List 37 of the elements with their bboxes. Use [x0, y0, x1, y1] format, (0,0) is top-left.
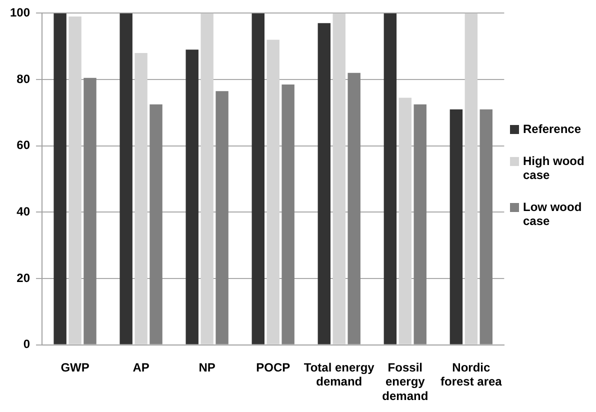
bar — [150, 104, 162, 344]
y-tick-label: 0 — [23, 337, 30, 352]
bar — [252, 13, 264, 344]
bar — [384, 13, 397, 344]
legend-label: Reference — [523, 122, 582, 136]
bar — [464, 13, 478, 344]
x-tick-label: NP — [198, 360, 216, 374]
bar — [348, 72, 360, 344]
bar — [216, 91, 228, 344]
legend-label: Low wood case — [523, 200, 583, 228]
bar — [414, 104, 426, 344]
bar — [54, 13, 66, 344]
y-tick-label: 20 — [16, 270, 30, 285]
bar — [480, 109, 492, 344]
y-tick-label: 40 — [16, 204, 30, 218]
bar — [282, 84, 294, 344]
x-tick-label: AP — [132, 360, 150, 374]
bar — [450, 109, 463, 344]
x-tick-label: Fossil energy demand — [382, 360, 428, 404]
bar — [120, 13, 132, 344]
bar — [318, 23, 331, 344]
bar — [200, 13, 214, 344]
y-tick-label: 80 — [16, 72, 30, 86]
bar — [398, 98, 412, 344]
x-tick-label: Total energy demand — [304, 360, 375, 389]
y-tick-label: 100 — [10, 6, 30, 20]
x-tick-label: Nordic forest area — [440, 360, 502, 389]
bar — [134, 52, 148, 344]
x-tick-label: POCP — [256, 360, 290, 374]
x-tick-label: GWP — [60, 360, 90, 374]
y-tick-label: 60 — [16, 138, 30, 152]
bar — [84, 78, 96, 344]
bar — [266, 40, 280, 344]
bar — [332, 13, 346, 344]
legend-label: High wood case — [523, 154, 586, 182]
bar — [68, 16, 82, 344]
bar — [186, 50, 198, 344]
